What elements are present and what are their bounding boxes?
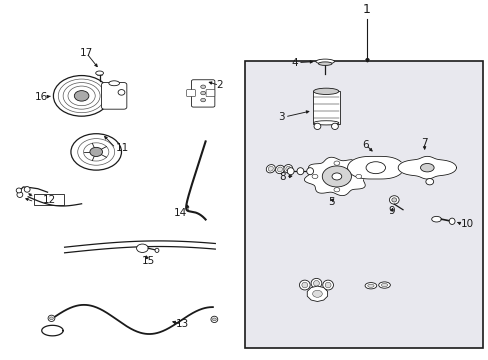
FancyBboxPatch shape [186,90,195,96]
Ellipse shape [118,90,124,95]
Circle shape [71,134,121,170]
Ellipse shape [366,162,385,174]
FancyBboxPatch shape [205,90,214,96]
Ellipse shape [48,315,55,321]
Ellipse shape [268,166,273,171]
Ellipse shape [24,186,30,192]
Ellipse shape [431,216,441,222]
FancyBboxPatch shape [102,82,126,109]
Ellipse shape [301,282,307,288]
Circle shape [355,174,361,179]
Circle shape [201,98,205,102]
Text: 9: 9 [388,207,394,216]
Ellipse shape [313,88,338,94]
Ellipse shape [313,123,320,130]
Polygon shape [304,157,368,195]
Ellipse shape [96,71,103,75]
Text: 14: 14 [174,208,187,218]
Ellipse shape [210,316,217,323]
Bar [34,194,63,205]
Ellipse shape [425,179,433,185]
Ellipse shape [285,166,290,171]
Ellipse shape [325,282,330,288]
FancyBboxPatch shape [245,61,482,348]
Ellipse shape [306,168,313,175]
Circle shape [90,147,102,157]
Ellipse shape [155,248,159,252]
Ellipse shape [318,62,331,66]
Text: 12: 12 [42,194,56,204]
Ellipse shape [313,280,319,286]
Circle shape [331,173,341,180]
Ellipse shape [299,280,309,290]
Ellipse shape [365,283,376,289]
Ellipse shape [420,163,433,172]
Circle shape [312,290,322,297]
Ellipse shape [391,198,396,202]
Circle shape [333,188,339,192]
Ellipse shape [284,165,292,173]
Ellipse shape [315,59,334,64]
Circle shape [74,91,89,101]
Ellipse shape [313,121,338,125]
Ellipse shape [388,196,398,204]
Ellipse shape [296,168,303,175]
Ellipse shape [275,165,284,174]
Ellipse shape [277,167,282,172]
Ellipse shape [16,188,21,193]
Ellipse shape [287,168,293,175]
Ellipse shape [266,165,275,173]
Text: 6: 6 [362,140,368,150]
Circle shape [53,76,110,116]
Ellipse shape [378,282,389,288]
Ellipse shape [331,123,338,130]
Polygon shape [397,156,456,179]
Circle shape [333,161,339,165]
Circle shape [136,244,148,252]
Ellipse shape [448,218,454,224]
Text: 3: 3 [278,112,285,122]
Circle shape [311,174,317,179]
Circle shape [201,91,205,95]
Text: 1: 1 [363,3,370,16]
Ellipse shape [381,283,387,287]
Polygon shape [347,156,403,179]
Text: 15: 15 [142,256,155,266]
FancyBboxPatch shape [312,91,339,123]
Text: 7: 7 [420,138,427,148]
Ellipse shape [367,284,373,287]
Text: 5: 5 [327,197,334,207]
Circle shape [49,317,53,320]
Text: 2: 2 [216,80,222,90]
Text: 10: 10 [460,219,473,229]
Text: 17: 17 [80,48,93,58]
Ellipse shape [17,192,23,198]
Ellipse shape [109,81,119,86]
Circle shape [322,166,351,187]
Text: 11: 11 [116,143,129,153]
Text: 13: 13 [175,319,188,329]
Text: 8: 8 [279,172,285,182]
Ellipse shape [310,278,321,288]
Circle shape [201,85,205,89]
FancyBboxPatch shape [191,80,214,107]
Circle shape [212,318,216,321]
Text: 4: 4 [291,58,297,68]
Text: 16: 16 [34,91,47,102]
Ellipse shape [322,280,333,290]
